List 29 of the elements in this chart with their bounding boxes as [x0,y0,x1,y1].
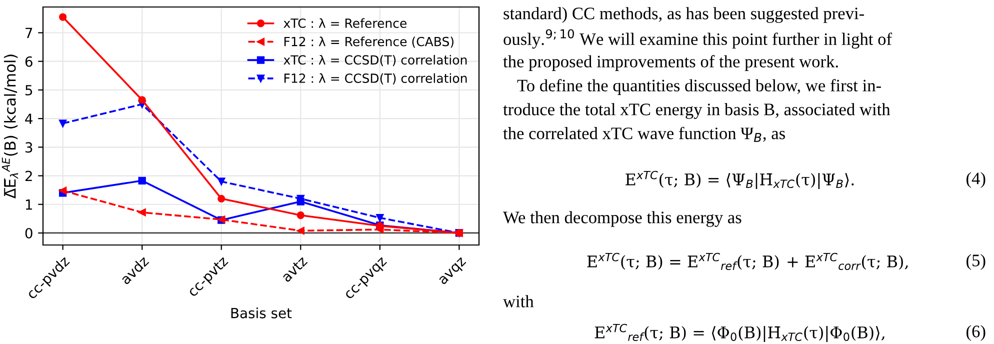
legend-label: xTC : λ = Reference [284,18,407,28]
y-tick-label: 6 [25,56,32,67]
text: We then decompose this energy as [503,211,742,227]
text: (4) [966,172,986,188]
text: E$^{xTC}$(τ; B) = ⟨Ψ$_{B}$|H̄$_{xTC}$(τ)|Ψ$_{B}$⟩. [626,170,854,189]
y-tick-label: 0 [25,228,32,238]
y-tick-label: 4 [25,114,32,124]
text: E$^{xTC}$$_{ref}$(τ; B) = ⟨Φ$_{0}$(B)|H̄$_{xTC}$(τ)|Φ$_{0}$(B)⟩, [594,324,884,342]
legend-label: F12 : λ = Reference (CABS) [284,36,454,48]
text: with [503,295,534,308]
legend-label: xTC : λ = CCSD(T) correlation [284,54,467,66]
y-tick-label: 3 [26,142,32,153]
y-tick-label: 7 [26,28,32,38]
text: standard) CC methods, as has been suggested previ- [504,7,864,23]
text: + E$^{xTC}$$_{corr}$(τ; B), [788,252,908,270]
text: To define the quantities discussed below, we first in- [517,79,881,95]
text: troduce the total xTC energy in basis B, associated with [503,103,890,119]
text: (6) [966,325,986,341]
text: ously.$^{9;10}$ We will examine this point further in light of [504,29,892,49]
y-tick-label: 5 [26,85,32,96]
legend-label: F12 : λ = CCSD(T) correlation [284,73,467,84]
text: E$^{xTC}$(τ; B) = E$^{xTC}$$_{ref}$(τ; B) [587,252,779,270]
y-axis-title: Δ̅E̅$_{λ}$$^{AE}$(B) (kcal/mol) [2,54,18,199]
x-axis-title: Basis set [231,308,292,318]
y-tick-label: 1 [26,200,32,210]
text: (5) [966,254,986,270]
text: the proposed improvements of the present work. [503,55,838,71]
text: the correlated xTC wave function Ψ$_{B}$, as [503,126,785,142]
y-tick-label: 2 [25,170,32,182]
